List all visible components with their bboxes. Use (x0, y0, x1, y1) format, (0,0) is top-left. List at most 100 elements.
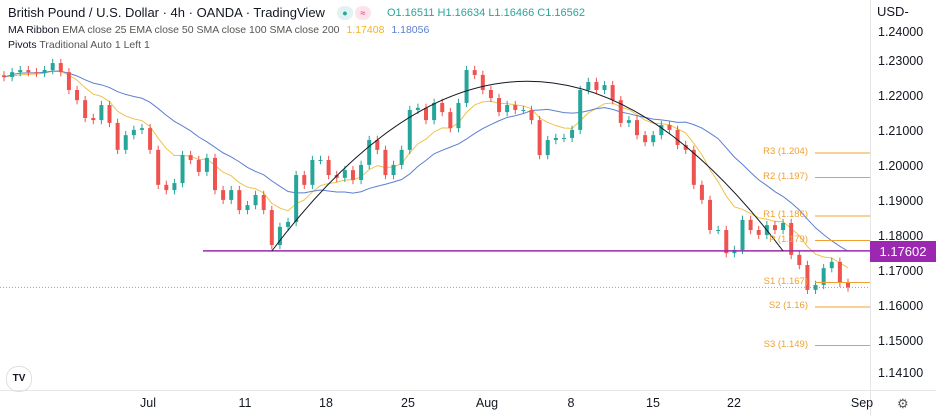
candle-body (456, 102, 461, 129)
time-tick-label: 22 (727, 396, 741, 410)
sma-line (3, 70, 849, 252)
candle-body (350, 170, 355, 180)
candle-body (724, 230, 729, 254)
price-axis-divider (870, 0, 871, 416)
candle-body (618, 100, 623, 123)
candle-body (221, 190, 226, 200)
candle-body (626, 120, 631, 123)
candle-body (740, 219, 745, 250)
ma-params: EMA close 25 EMA close 50 SMA close 100 … (62, 24, 340, 36)
chart-header: British Pound / U.S. Dollar · 4h · OANDA… (8, 5, 585, 20)
candle-body (602, 85, 607, 90)
candle-body (375, 140, 380, 150)
price-tick-label: 1.15000 (878, 334, 924, 348)
currency-selector[interactable]: USD- (877, 4, 909, 19)
pivots-legend[interactable]: Pivots Traditional Auto 1 Left 1 (8, 39, 150, 51)
price-tick-label: 1.23000 (878, 54, 924, 68)
candle-body (561, 137, 566, 139)
symbol-title[interactable]: British Pound / U.S. Dollar · 4h · OANDA… (8, 5, 325, 20)
open-value: O1.16511 (386, 6, 435, 19)
candle-body (34, 72, 39, 74)
candle-body (253, 195, 258, 206)
candle-body (10, 72, 15, 78)
chevron-down-icon: - (904, 4, 909, 19)
candle-body (781, 223, 786, 230)
ma-value-1: 1.17408 (346, 24, 385, 36)
candle-body (277, 226, 282, 246)
candle-body (675, 129, 680, 145)
candle-body (139, 128, 144, 130)
time-tick-label: 11 (238, 396, 252, 410)
candle-body (537, 120, 542, 156)
candle-body (497, 98, 502, 113)
price-tick-label: 1.17000 (878, 264, 924, 278)
candle-body (521, 109, 526, 111)
time-tick-label: Sep (850, 396, 874, 410)
price-tick-label: 1.19000 (878, 194, 924, 208)
candle-body (805, 265, 810, 290)
candle-body (586, 81, 591, 90)
price-tick-label: 1.16000 (878, 299, 924, 313)
candle-body (310, 160, 315, 185)
pivot-label: R1 (1.186) (763, 209, 808, 220)
candle-body (643, 135, 648, 143)
high-value: H1.16634 (437, 6, 486, 19)
candle-body (107, 105, 112, 123)
candle-body (667, 125, 672, 130)
price-chart[interactable] (0, 0, 870, 390)
delayed-data-icon: ≈ (354, 5, 371, 20)
candle-body (440, 102, 445, 113)
candle-body (318, 160, 323, 161)
pivots-name: Pivots (8, 39, 37, 51)
candle-body (651, 135, 656, 143)
candle-body (578, 90, 583, 130)
candle-body (829, 261, 834, 269)
low-value: L1.16466 (488, 6, 535, 19)
candle-body (2, 75, 6, 78)
candle-body (813, 284, 818, 290)
candle-body (480, 74, 485, 90)
candle-body (448, 112, 453, 129)
market-open-dot-icon: ● (336, 5, 353, 20)
candle-body (789, 223, 794, 255)
pivot-label: R2 (1.197) (763, 170, 808, 182)
ohlc-readout: O1.16511 H1.16634 L1.16466 C1.16562 (387, 7, 585, 19)
candle-body (91, 118, 96, 121)
time-tick-label: Aug (475, 396, 499, 410)
candle-body (334, 175, 339, 178)
candle-body (610, 85, 615, 101)
pivot-label: S3 (1.149) (763, 338, 808, 350)
candle-body (424, 107, 428, 121)
candle-body (821, 268, 826, 285)
price-tick-label: 1.14100 (878, 365, 924, 380)
candle-body (115, 122, 120, 150)
ma-ribbon-legend[interactable]: MA Ribbon EMA close 25 EMA close 50 SMA … (8, 24, 429, 36)
ma-name: MA Ribbon (8, 24, 60, 36)
price-tick-label: 1.24000 (878, 25, 924, 39)
candle-body (42, 70, 47, 73)
price-tick-label: 1.18000 (878, 229, 924, 243)
candle-body (326, 160, 331, 176)
candle-body (488, 90, 493, 99)
arc-drawing (271, 80, 784, 252)
tradingview-logo[interactable]: TV (6, 366, 32, 392)
candle-body (302, 175, 307, 185)
gear-icon[interactable]: ⚙ (897, 396, 909, 411)
price-line-label: 1.17602 (870, 241, 936, 262)
candle-body (294, 175, 299, 222)
candle-body (26, 70, 31, 73)
candle-body (237, 190, 242, 211)
candle-body (797, 254, 802, 265)
candle-body (213, 157, 217, 191)
candle-body (123, 135, 128, 150)
candle-body (99, 105, 104, 121)
candle-body (269, 210, 274, 246)
candle-body (505, 105, 510, 113)
candle-body (748, 219, 753, 230)
time-tick-label: 18 (319, 396, 333, 410)
candle-body (407, 109, 412, 150)
candle-body (756, 230, 761, 235)
pivots-params: Traditional Auto 1 Left 1 (39, 39, 150, 51)
candle-body (286, 221, 291, 227)
candle-body (659, 125, 664, 136)
